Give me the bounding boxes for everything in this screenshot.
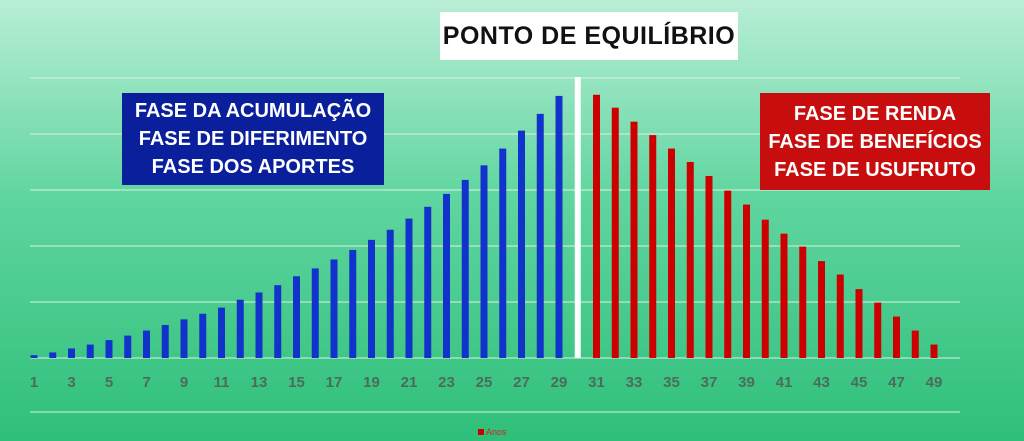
x-tick-label: 47	[888, 374, 905, 391]
x-tick-label: 33	[626, 374, 643, 391]
bar-income	[649, 135, 657, 358]
x-tick-label: 39	[738, 374, 755, 391]
x-tick-label: 49	[926, 374, 943, 391]
bar-income	[874, 302, 882, 358]
x-tick-label: 21	[401, 374, 418, 391]
x-tick-label: 17	[326, 374, 343, 391]
phase-right-line-2: FASE DE BENEFÍCIOS	[768, 130, 982, 153]
bar-accumulation	[499, 148, 507, 358]
bar-accumulation	[161, 324, 169, 358]
bar-income	[799, 246, 807, 358]
x-tick-label: 5	[105, 374, 113, 391]
bar-income	[893, 316, 900, 358]
bar-accumulation	[311, 268, 319, 358]
x-tick-label: 19	[363, 374, 380, 391]
bar-income	[761, 219, 769, 358]
bar-accumulation	[30, 355, 38, 358]
bar-accumulation	[124, 335, 132, 358]
bar-income	[855, 289, 863, 358]
legend: Anos	[478, 427, 507, 437]
x-tick-label: 9	[180, 374, 188, 391]
x-tick-label: 43	[813, 374, 830, 391]
x-tick-label: 1	[30, 374, 38, 391]
bar-accumulation	[424, 206, 432, 358]
bar-accumulation	[405, 218, 413, 358]
x-tick-label: 41	[776, 374, 793, 391]
x-tick-label: 29	[551, 374, 568, 391]
x-tick-label: 7	[142, 374, 150, 391]
bar-income	[630, 121, 638, 359]
bar-income	[724, 190, 732, 358]
bar-accumulation	[293, 276, 300, 358]
bar-income	[705, 176, 713, 358]
x-tick-label: 31	[588, 374, 605, 391]
phase-right-line-1: FASE DE RENDA	[793, 102, 957, 125]
bar-income	[930, 344, 938, 358]
bar-accumulation	[386, 229, 394, 358]
bars	[30, 94, 938, 359]
bar-income	[593, 94, 600, 359]
bar-income	[611, 107, 619, 359]
legend-label: Anos	[486, 427, 507, 437]
phase-left-line-3: FASE DOS APORTES	[151, 156, 355, 178]
bar-income	[836, 274, 844, 358]
x-tick-labels: 1 3 5 7 9 11 13 15 17 19 21 23 25 27 29 31 33 35 37 39 41 43 4…	[30, 374, 943, 391]
x-tick-label: 35	[663, 374, 680, 391]
bar-accumulation	[49, 352, 57, 358]
phase-left-line-2: FASE DE DIFERIMENTO	[138, 128, 368, 150]
bar-accumulation	[255, 292, 263, 358]
bar-accumulation	[199, 313, 207, 358]
bar-accumulation	[461, 179, 469, 358]
phase-left-line-1: FASE DA ACUMULAÇÃO	[134, 100, 372, 122]
bar-income	[911, 330, 919, 358]
bar-accumulation	[105, 340, 113, 358]
bar-accumulation	[68, 348, 75, 358]
bar-income	[668, 148, 675, 358]
bar-accumulation	[368, 239, 375, 358]
x-tick-label: 15	[288, 374, 305, 391]
chart-title: PONTO DE EQUILÍBRIO	[440, 12, 738, 60]
x-tick-label: 23	[438, 374, 455, 391]
bar-income	[686, 162, 694, 358]
bar-income	[743, 204, 750, 358]
x-tick-label: 27	[513, 374, 530, 391]
phase-right-line-3: FASE DE USUFRUTO	[774, 158, 976, 181]
bar-accumulation	[555, 95, 563, 359]
bar-accumulation	[218, 307, 225, 358]
x-tick-label: 37	[701, 374, 718, 391]
bar-accumulation	[536, 113, 544, 358]
equilibrium-divider	[574, 77, 581, 358]
phase-accumulation-box: FASE DA ACUMULAÇÃO FASE DE DIFERIMENTO F…	[122, 93, 384, 185]
bar-accumulation	[443, 193, 450, 358]
bar-income	[818, 261, 825, 358]
x-tick-label: 3	[67, 374, 75, 391]
bar-accumulation	[330, 259, 338, 358]
bar-accumulation	[480, 165, 488, 358]
bar-accumulation	[274, 285, 282, 358]
legend-swatch	[478, 429, 484, 435]
x-tick-label: 45	[851, 374, 868, 391]
bar-accumulation	[143, 330, 150, 358]
bar-accumulation	[86, 344, 94, 358]
bar-income	[780, 233, 788, 358]
x-tick-label: 25	[476, 374, 493, 391]
bar-accumulation	[349, 249, 357, 358]
x-tick-label: 13	[251, 374, 268, 391]
bar-accumulation	[236, 299, 244, 358]
bar-accumulation	[180, 319, 188, 358]
phase-income-box: FASE DE RENDA FASE DE BENEFÍCIOS FASE DE…	[760, 93, 990, 190]
bar-accumulation	[518, 130, 525, 358]
x-tick-label: 11	[214, 374, 230, 391]
